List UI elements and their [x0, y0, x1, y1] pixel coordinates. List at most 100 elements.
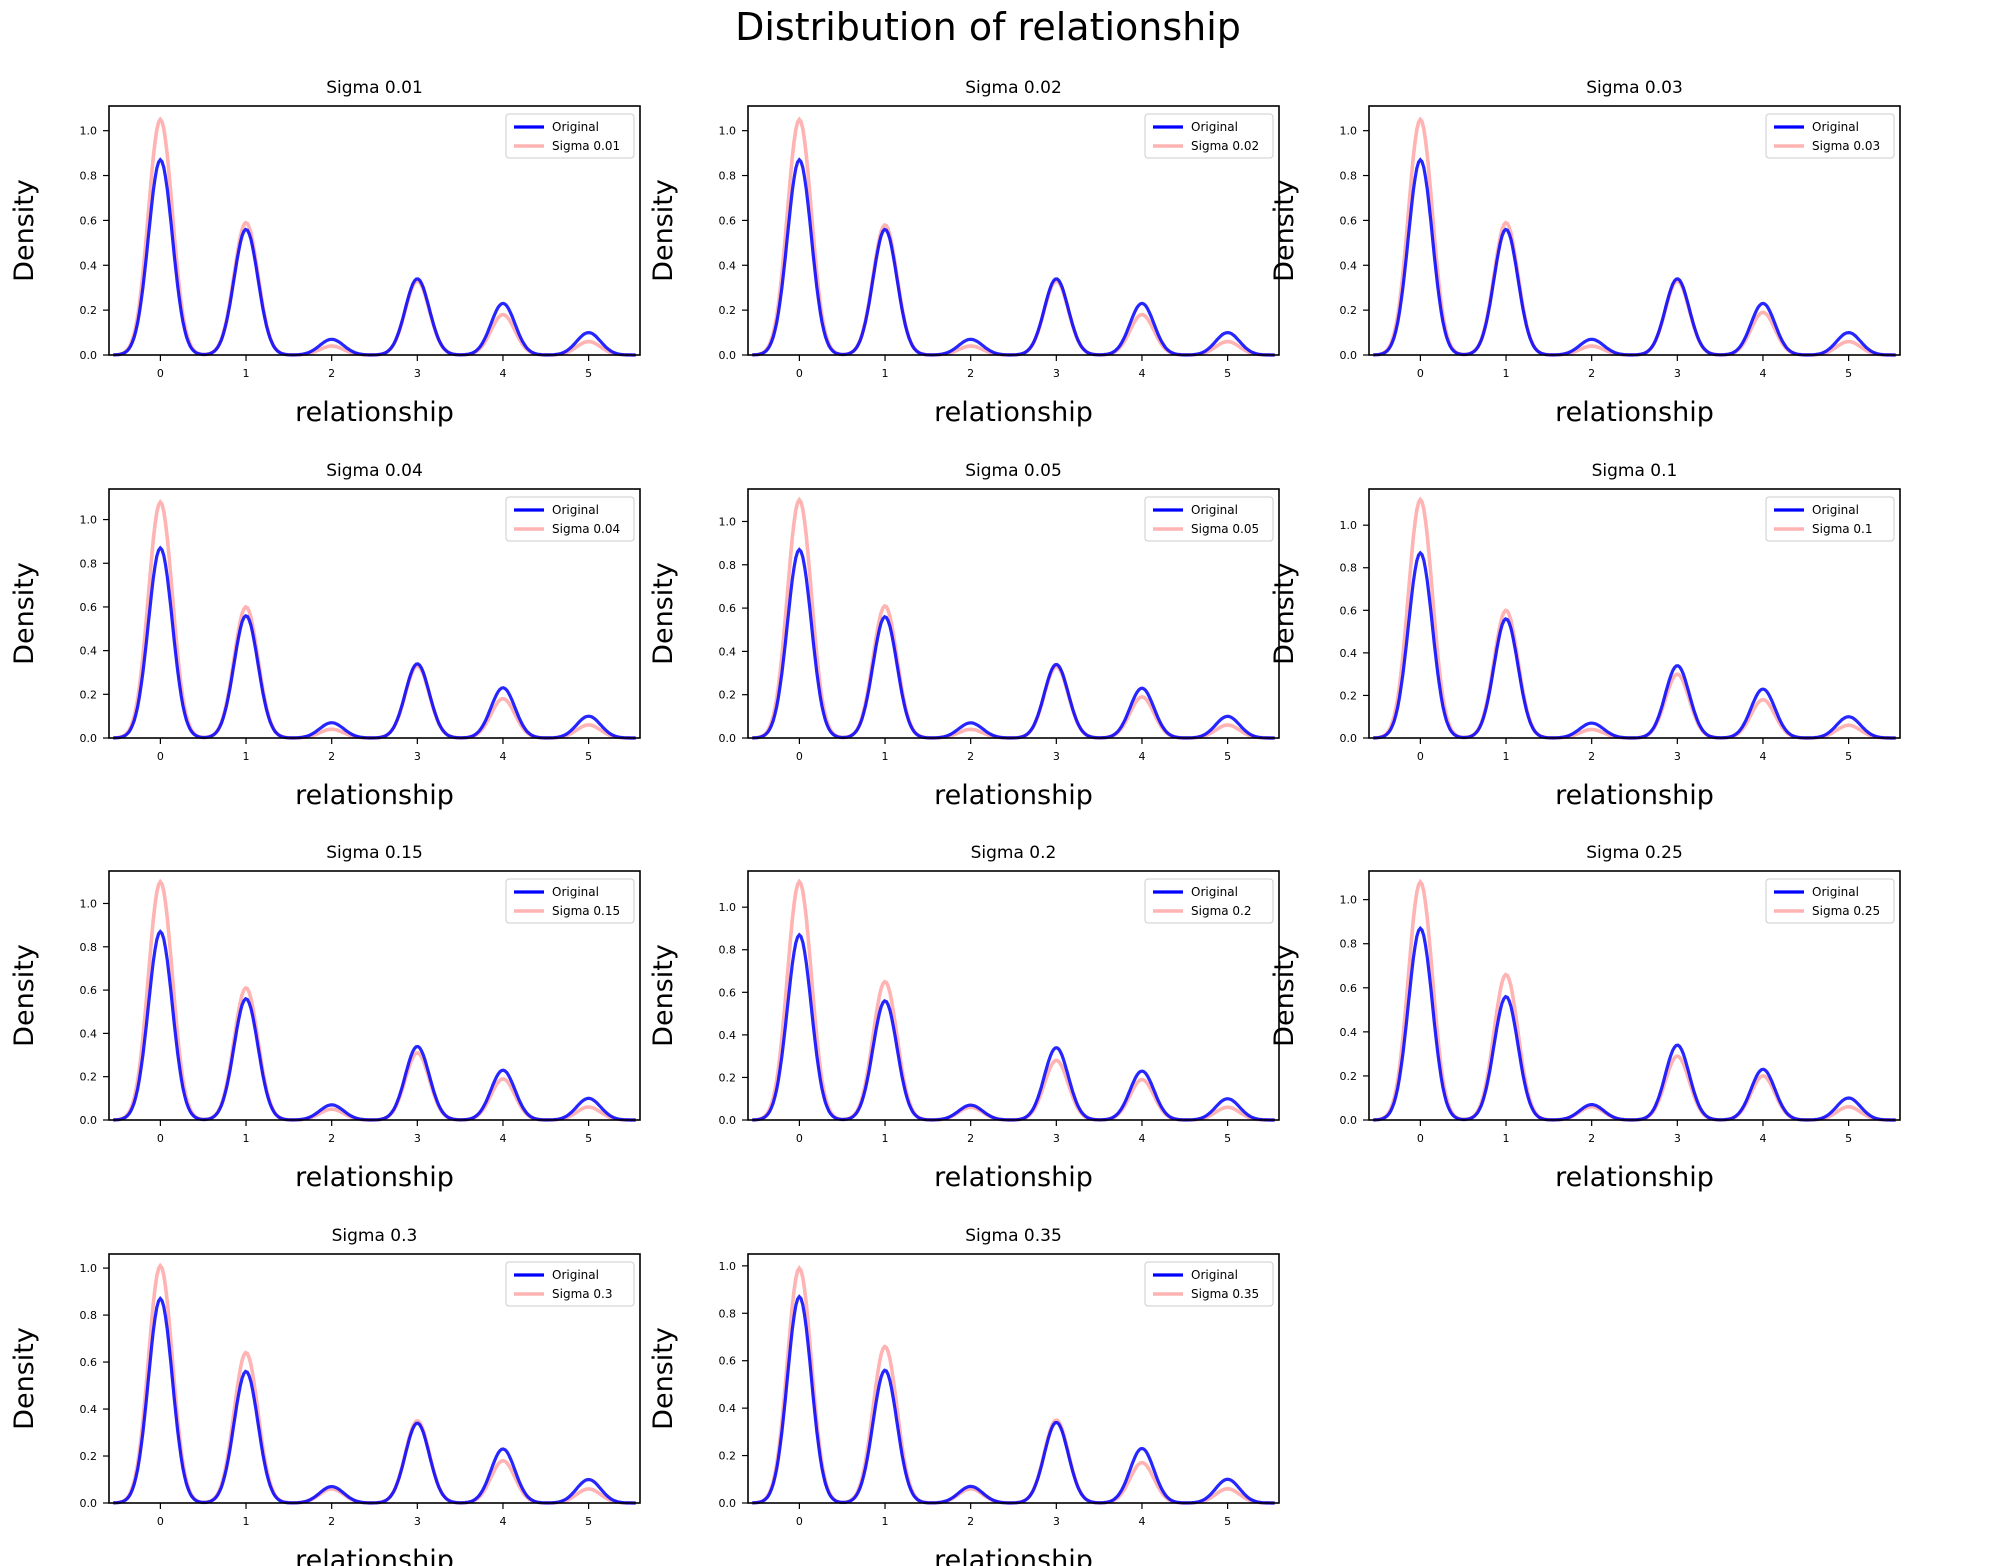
y-tick-label: 0.4 [80, 1403, 98, 1416]
y-axis-label: Density [9, 944, 40, 1047]
y-tick-label: 0.6 [719, 986, 737, 999]
y-tick-label: 0.6 [80, 601, 98, 614]
x-tick-label: 4 [499, 1132, 506, 1145]
legend-label: Original [552, 885, 599, 899]
x-axis-label: relationship [295, 1545, 454, 1566]
y-tick-label: 0.8 [719, 170, 737, 183]
subplot-title: Sigma 0.3 [332, 1226, 418, 1246]
subplot-7: Sigma 0.15 0 1 2 3 4 5 0.0 0.2 0.4 0.6 0.8 1.0 relati… [9, 843, 641, 1193]
x-tick-label: 0 [157, 750, 164, 763]
subplot-title: Sigma 0.35 [965, 1226, 1062, 1246]
y-tick-label: 1.0 [1340, 894, 1358, 907]
x-tick-label: 1 [243, 750, 250, 763]
y-tick-label: 1.0 [719, 901, 737, 914]
y-tick-label: 0.6 [1340, 982, 1358, 995]
x-tick-label: 3 [1674, 1132, 1681, 1145]
y-tick-label: 0.6 [719, 602, 737, 615]
x-tick-label: 2 [328, 750, 335, 763]
x-tick-label: 2 [967, 1132, 974, 1145]
x-tick-label: 0 [796, 367, 803, 380]
y-tick-label: 0.2 [80, 1450, 98, 1463]
legend-label: Original [1812, 120, 1859, 134]
x-tick-label: 2 [328, 1132, 335, 1145]
x-tick-label: 1 [243, 1132, 250, 1145]
x-tick-label: 5 [1224, 1515, 1231, 1528]
y-tick-label: 0.8 [719, 944, 737, 957]
y-tick-label: 0.8 [80, 170, 98, 183]
x-tick-label: 1 [243, 367, 250, 380]
legend: Original Sigma 0.35 [1144, 1261, 1274, 1307]
axes-frame [1368, 105, 1901, 356]
y-tick-label: 0.8 [1340, 170, 1358, 183]
x-axis-label: relationship [295, 780, 454, 811]
y-tick-label: 0.4 [80, 1027, 98, 1040]
x-tick-label: 2 [1588, 367, 1595, 380]
legend-label: Original [1812, 885, 1859, 899]
y-tick-label: 1.0 [80, 514, 98, 527]
y-axis-label: Density [648, 1327, 679, 1430]
y-tick-label: 0.2 [719, 1071, 737, 1084]
y-tick-label: 0.6 [1340, 214, 1358, 227]
axes-frame [747, 488, 1280, 739]
y-tick-label: 0.8 [80, 1309, 98, 1322]
y-axis-label: Density [1269, 179, 1300, 282]
y-tick-label: 1.0 [1340, 125, 1358, 138]
legend-label: Original [552, 120, 599, 134]
legend-label: Original [1191, 503, 1238, 517]
y-tick-label: 0.0 [80, 1497, 98, 1510]
y-tick-label: 1.0 [80, 1262, 98, 1275]
legend: Original Sigma 0.1 [1765, 496, 1895, 542]
x-tick-label: 0 [1417, 367, 1424, 380]
x-tick-label: 2 [1588, 750, 1595, 763]
series-line-original [752, 1294, 1275, 1505]
y-axis-label: Density [9, 1327, 40, 1430]
series-line-original [752, 157, 1275, 357]
x-tick-label: 0 [796, 1515, 803, 1528]
x-tick-label: 5 [1224, 1132, 1231, 1145]
x-tick-label: 3 [414, 1515, 421, 1528]
subplot-title: Sigma 0.02 [965, 78, 1062, 98]
legend-label: Sigma 0.04 [552, 522, 620, 536]
axes-frame [1368, 870, 1901, 1121]
x-tick-label: 0 [1417, 750, 1424, 763]
legend: Original Sigma 0.03 [1765, 113, 1895, 159]
series-line-original [113, 157, 636, 357]
x-tick-label: 5 [585, 367, 592, 380]
figure-title: Distribution of relationship [735, 5, 1241, 49]
legend-label: Original [1191, 1268, 1238, 1282]
x-tick-label: 4 [499, 1515, 506, 1528]
y-tick-label: 0.8 [1340, 562, 1358, 575]
subplot-10: Sigma 0.3 0 1 2 3 4 5 0.0 0.2 0.4 0.6 0.8 1.0 relatio… [9, 1226, 641, 1566]
x-tick-label: 5 [1845, 367, 1852, 380]
x-tick-label: 5 [1845, 1132, 1852, 1145]
x-tick-label: 2 [328, 367, 335, 380]
x-tick-label: 2 [967, 750, 974, 763]
axes-frame [747, 870, 1280, 1121]
y-tick-label: 0.8 [719, 1307, 737, 1320]
x-tick-label: 1 [1503, 1132, 1510, 1145]
x-tick-label: 2 [328, 1515, 335, 1528]
series-line-original [752, 547, 1275, 740]
legend-label: Sigma 0.2 [1191, 904, 1252, 918]
legend-label: Sigma 0.35 [1191, 1287, 1259, 1301]
x-axis-label: relationship [1555, 1162, 1714, 1193]
y-tick-label: 0.0 [1340, 349, 1358, 362]
legend: Original Sigma 0.15 [505, 878, 635, 924]
x-tick-label: 4 [1759, 1132, 1766, 1145]
x-tick-label: 1 [882, 367, 889, 380]
x-tick-label: 3 [414, 367, 421, 380]
y-tick-label: 0.4 [1340, 1026, 1358, 1039]
x-tick-label: 4 [1138, 1132, 1145, 1145]
axes-frame [108, 105, 641, 356]
x-axis-label: relationship [934, 397, 1093, 428]
y-tick-label: 0.6 [719, 214, 737, 227]
x-tick-label: 3 [1053, 750, 1060, 763]
y-tick-label: 0.6 [80, 1356, 98, 1369]
x-tick-label: 0 [157, 367, 164, 380]
legend-label: Original [1191, 885, 1238, 899]
x-axis-label: relationship [1555, 780, 1714, 811]
y-axis-label: Density [648, 562, 679, 665]
y-tick-label: 0.4 [719, 1402, 737, 1415]
y-tick-label: 0.6 [80, 214, 98, 227]
